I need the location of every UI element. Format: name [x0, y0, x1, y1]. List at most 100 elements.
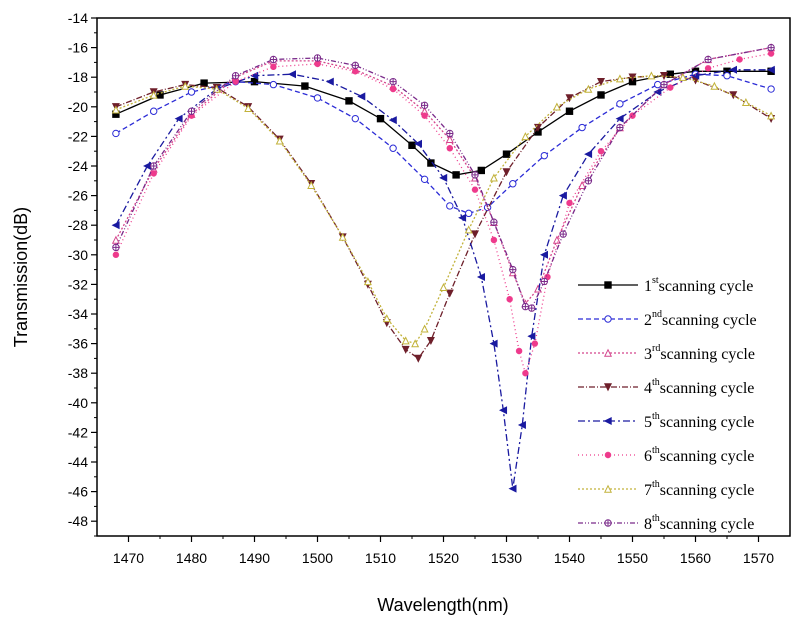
data-point: [301, 82, 309, 90]
y-tick-label: -18: [68, 69, 88, 85]
data-point: [767, 43, 775, 52]
legend-item: 1stscanning cycle: [578, 275, 753, 295]
legend-label: 4thscanning cycle: [644, 377, 754, 397]
data-point: [156, 91, 164, 99]
data-point: [112, 251, 120, 258]
data-point: [508, 484, 517, 493]
data-point: [111, 235, 120, 244]
data-point: [667, 84, 674, 91]
y-tick-label: -42: [68, 424, 88, 440]
data-point: [357, 92, 366, 101]
data-point: [187, 107, 196, 115]
series-7: [111, 71, 776, 348]
legend-label: 8thscanning cycle: [644, 513, 754, 533]
data-point: [596, 77, 606, 86]
data-point: [287, 70, 296, 79]
data-point: [414, 354, 423, 363]
data-point: [313, 94, 322, 102]
data-point: [489, 339, 498, 348]
legend-label: 3rdscanning cycle: [644, 343, 755, 363]
data-point: [181, 81, 190, 90]
legend-item: 2ndscanning cycle: [578, 309, 757, 329]
data-point: [421, 112, 428, 119]
data-point: [584, 84, 593, 93]
data-point: [351, 61, 359, 70]
x-tick-label: 1560: [680, 550, 711, 566]
data-point: [439, 283, 448, 292]
data-point: [269, 80, 278, 89]
data-point: [766, 65, 775, 74]
y-tick-label: -28: [68, 217, 88, 233]
data-point: [470, 230, 480, 239]
legend-marker: [604, 281, 612, 289]
data-point: [111, 105, 120, 114]
y-tick-label: -40: [68, 395, 88, 411]
data-point: [446, 202, 454, 210]
data-point: [522, 370, 529, 377]
data-point: [489, 173, 498, 182]
y-tick-label: -24: [68, 158, 88, 174]
data-point: [439, 173, 448, 182]
data-point: [578, 180, 587, 189]
data-point: [728, 65, 737, 74]
y-tick-label: -20: [68, 99, 88, 115]
y-tick-label: -38: [68, 365, 88, 381]
y-tick-label: -32: [68, 276, 88, 292]
x-tick-label: 1500: [302, 550, 333, 566]
data-point: [629, 112, 636, 119]
data-point: [616, 100, 624, 108]
series-line: [115, 52, 772, 376]
series-line: [115, 69, 772, 489]
data-point: [389, 77, 397, 86]
data-point: [521, 132, 530, 141]
data-point: [174, 114, 183, 123]
data-point: [445, 135, 454, 144]
data-point: [490, 218, 498, 226]
data-point: [464, 225, 473, 234]
legend-item: 5thscanning cycle: [578, 411, 754, 431]
data-point: [275, 136, 284, 145]
x-tick-label: 1470: [113, 550, 144, 566]
series-6: [112, 50, 775, 377]
data-point: [578, 123, 586, 132]
data-point: [566, 199, 573, 207]
x-tick-label: 1480: [176, 550, 207, 566]
data-point: [445, 289, 454, 298]
data-point: [544, 273, 551, 281]
data-point: [616, 123, 624, 132]
data-point: [565, 94, 574, 103]
data-point: [388, 116, 397, 125]
data-point: [515, 347, 523, 355]
x-axis-label: Wavelength(nm): [377, 595, 508, 615]
data-point: [552, 235, 561, 244]
x-tick-label: 1550: [617, 550, 648, 566]
data-point: [111, 221, 120, 230]
legend-label: 5thscanning cycle: [644, 411, 754, 431]
data-point: [477, 166, 486, 175]
series-line: [115, 75, 772, 360]
data-point: [465, 209, 473, 218]
data-point: [250, 77, 259, 86]
x-tick-label: 1530: [491, 550, 522, 566]
x-tick-label: 1540: [554, 550, 585, 566]
data-point: [325, 77, 334, 86]
data-point: [150, 107, 158, 115]
y-tick-label: -46: [68, 484, 88, 500]
data-point: [615, 114, 624, 123]
y-axis-ticks: -14 -16 -18 -20 -22 -24 -26 -28 -30 -32 -34 -36 -38 -…: [68, 10, 97, 537]
data-point: [559, 230, 567, 238]
data-point: [490, 236, 498, 244]
data-point: [426, 336, 435, 345]
data-point: [150, 170, 157, 177]
legend-marker: [603, 416, 612, 426]
y-tick-label: -14: [68, 10, 88, 26]
data-point: [413, 139, 422, 148]
legend-marker: [603, 383, 613, 392]
data-point: [232, 78, 239, 85]
series-layer: [111, 43, 776, 493]
y-axis-label: Transmission(dB): [11, 207, 31, 347]
data-point: [352, 68, 359, 75]
y-tick-label: -26: [68, 188, 88, 204]
data-point: [244, 103, 253, 112]
